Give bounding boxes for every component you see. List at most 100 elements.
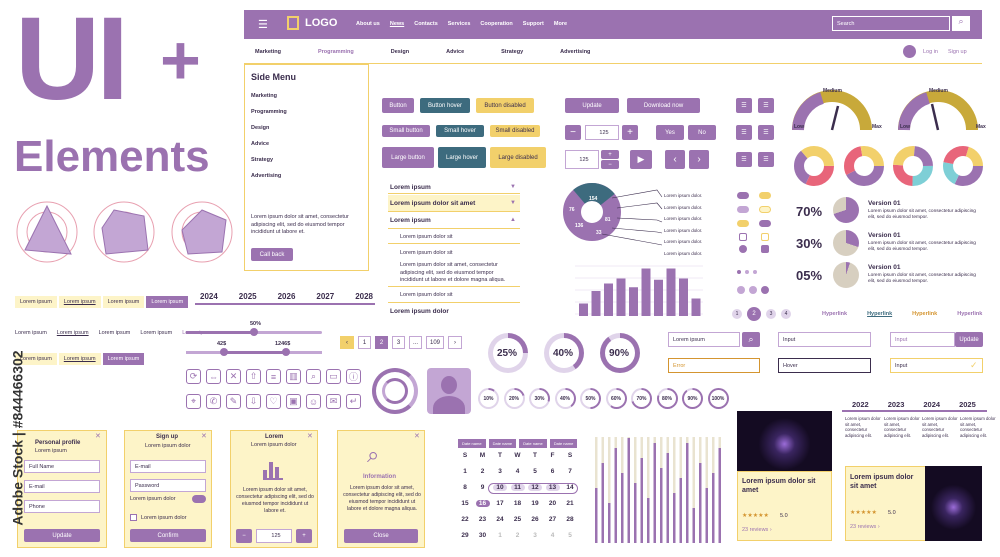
signup-link[interactable]: Sign up [948,49,967,55]
page-dot-active[interactable]: 2 [747,307,761,321]
accordion-item[interactable]: Lorem ipsum [390,184,431,191]
input-error[interactable]: Error [668,358,760,373]
breadcrumb-item[interactable]: Lorem ipsum [98,330,131,336]
calendar-date[interactable]: 13 [545,484,560,491]
edit-icon[interactable]: ✎ [226,394,241,409]
input-field-update[interactable]: Input [890,332,955,347]
breadcrumb-item[interactable]: Lorem ipsum [102,296,145,308]
calendar-date[interactable]: 20 [548,500,557,507]
chevron-down-icon[interactable]: ▼ [510,184,516,190]
chevron-down-icon[interactable]: ▼ [510,200,516,206]
timeline-year[interactable]: 2025 [238,292,257,301]
side-item-design[interactable]: Design [251,125,270,131]
slider-dots[interactable] [737,286,777,294]
large-button[interactable]: Large button [382,147,434,168]
close-icon[interactable]: ✕ [226,369,241,384]
timeline-year[interactable]: 2026 [277,292,296,301]
breadcrumb-item-current[interactable]: Lorem ipsum [146,296,189,308]
page-dot[interactable]: 1 [732,309,742,319]
expand-icon[interactable]: ⇔ [206,369,221,384]
breadcrumb-item[interactable]: Lorem ipsum [58,296,101,308]
subnav-advice[interactable]: Advice [446,49,465,55]
calendar-date[interactable]: 18 [513,500,522,507]
plus-button[interactable]: + [296,529,312,543]
refresh-icon[interactable]: ⟳ [186,369,201,384]
checkbox[interactable] [739,233,747,241]
calendar-date[interactable]: 17 [496,500,504,507]
calendar-tab[interactable]: Date name [458,439,486,448]
calendar-date[interactable]: 5 [533,468,537,475]
checkbox[interactable] [130,514,137,521]
close-icon[interactable]: ✕ [307,433,313,440]
calendar-date[interactable]: 22 [461,516,469,523]
calendar-date[interactable]: 9 [480,484,485,491]
breadcrumb-item[interactable]: Lorem ipsum [140,330,173,336]
timeline-year[interactable]: 2024 [200,292,218,301]
stepper-down[interactable]: − [601,160,619,169]
calendar-date[interactable]: 5 [568,532,572,539]
upload-icon[interactable]: ⇧ [246,369,261,384]
calendar-tab[interactable]: Date name [488,439,517,448]
timeline-year[interactable]: 2024 [923,400,941,409]
slider-thumb[interactable] [250,328,258,336]
hyperlink-hover[interactable]: Hyperlink [867,311,893,317]
toggle-switch[interactable] [737,192,749,199]
calendar-date[interactable]: 19 [531,500,539,507]
calendar-date[interactable]: 3 [533,532,537,539]
input-field[interactable]: Input [778,332,871,347]
calendar-date[interactable]: 2 [515,532,520,539]
timeline-year[interactable]: 2027 [316,292,335,301]
subnav-programming[interactable]: Programming [317,49,354,55]
calendar-date[interactable]: 16 [475,500,490,507]
calendar-date[interactable]: 10 [493,484,507,491]
breadcrumb-item-current[interactable]: Lorem ipsum [102,353,145,365]
calendar-date[interactable]: 2 [480,468,485,475]
user-icon[interactable]: ☺ [306,394,321,409]
toggle-switch[interactable] [192,495,206,503]
mail-icon[interactable]: ✉ [326,394,341,409]
input-valid[interactable]: Input [890,358,983,373]
subnav-marketing[interactable]: Marketing [255,49,281,55]
timeline-year[interactable]: 2022 [852,400,869,409]
close-icon[interactable]: ✕ [95,433,101,440]
product-title[interactable]: Lorem ipsum dolor sit amet [742,478,816,494]
side-item-programming[interactable]: Programming [251,109,287,115]
nav-about[interactable]: About us [356,21,380,27]
accordion-item-active[interactable] [388,195,520,212]
accordion-subitem[interactable]: Lorem ipsum dolor sit [400,234,453,240]
yes-button[interactable]: Yes [656,125,684,140]
download-icon[interactable]: ⇩ [246,394,261,409]
return-icon[interactable]: ↵ [346,394,361,409]
calendar-date[interactable]: 21 [566,500,574,507]
breadcrumb-item[interactable]: Lorem ipsum [15,330,47,336]
large-hover[interactable]: Large hover [438,147,486,168]
page-number[interactable]: 109 [426,336,444,349]
calendar-tab[interactable]: Date name [519,439,547,448]
calendar-date[interactable]: 25 [513,516,522,523]
accordion-item[interactable]: Lorem ipsum [390,217,431,224]
calendar-date[interactable]: 4 [550,532,555,539]
search-button[interactable]: ⌕ [742,332,760,347]
nav-services[interactable]: Services [447,21,471,27]
accordion-subitem[interactable]: Lorem ipsum dolor sit [400,250,453,256]
list-icon[interactable]: ☰ [758,125,774,140]
calendar-date[interactable]: 30 [478,532,487,539]
calendar-date[interactable]: 14 [566,484,574,491]
page-number-active[interactable]: 2 [375,336,388,349]
nav-cooperation[interactable]: Cooperation [480,21,513,27]
breadcrumb-item[interactable]: Lorem ipsum [15,353,57,365]
calendar-date[interactable]: 26 [531,516,539,523]
page-number[interactable]: 3 [392,336,405,349]
calendar-date[interactable]: 3 [498,468,502,475]
input-hover[interactable]: Hover [778,358,871,373]
breadcrumb-item[interactable]: Lorem ipsum [58,353,101,365]
nav-news[interactable]: News [389,21,405,27]
chat-icon[interactable]: ▭ [326,369,341,384]
breadcrumb-item[interactable]: Lorem ipsum [15,296,57,308]
side-item-strategy[interactable]: Strategy [251,157,274,163]
trash-icon[interactable]: ▥ [286,369,301,384]
page-number[interactable]: 1 [358,336,371,349]
calendar-date[interactable]: 4 [515,468,520,475]
calendar-date[interactable]: 27 [548,516,557,523]
minus-button[interactable]: − [236,529,252,543]
